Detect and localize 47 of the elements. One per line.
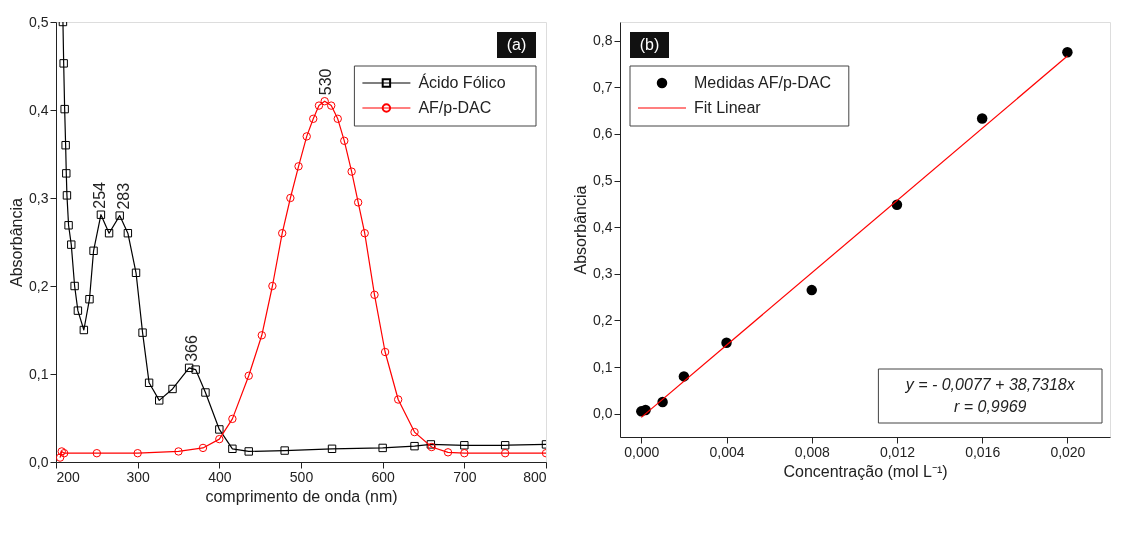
x-tick-label: 0,020 [1050, 443, 1086, 460]
y-tick-label: 0,6 [593, 125, 613, 142]
legend-label: Ácido Fólico [418, 73, 506, 91]
x-tick-label: 0,004 [709, 443, 745, 460]
y-tick-label: 0,3 [593, 265, 613, 282]
annotation: 254 [91, 181, 109, 209]
y-tick-label: 0,7 [593, 78, 613, 95]
annotation: r = 0,9969 [953, 398, 1027, 415]
y-tick-label: 0,1 [593, 358, 613, 375]
x-tick-label: 700 [453, 468, 477, 485]
annotation: (a) [506, 36, 527, 53]
y-tick-label: 0,5 [593, 172, 613, 189]
x-tick-label: 400 [208, 468, 232, 485]
annotation: (b) [639, 36, 660, 53]
point [806, 284, 817, 296]
y-tick-label: 0,0 [593, 405, 613, 422]
annotation: y = - 0,0077 + 38,7318x [904, 376, 1076, 393]
x-tick-label: 300 [126, 468, 151, 485]
y-tick-label: 0,3 [29, 189, 49, 206]
y-axis-title: Absorbância [572, 185, 590, 275]
y-tick-label: 0,8 [593, 32, 613, 49]
y-tick-label: 0,4 [593, 218, 613, 235]
x-tick-label: 0,008 [794, 443, 830, 460]
point [976, 113, 988, 124]
legend-label: Fit Linear [694, 99, 762, 116]
x-tick-label: 800 [523, 468, 547, 485]
x-tick-label: 600 [371, 468, 396, 485]
x-tick-label: 0,012 [879, 443, 916, 460]
annotation: 366 [182, 335, 200, 362]
x-tick-label: 500 [289, 468, 314, 485]
x-tick-label: 0,000 [624, 443, 660, 460]
y-tick-label: 0,1 [29, 365, 49, 382]
x-axis-title: Concentração (mol L⁻¹) [783, 462, 948, 480]
point [1062, 47, 1073, 58]
x-tick-label: 0,016 [965, 443, 1001, 460]
y-tick-label: 0,4 [29, 101, 49, 118]
y-tick-label: 0,5 [29, 13, 49, 30]
legend-label: AF/p-DAC [418, 99, 492, 116]
x-tick-label: 200 [56, 468, 81, 485]
annotation: 283 [114, 182, 132, 210]
legend-label: Medidas AF/p-DAC [694, 74, 831, 91]
annotation: 530 [316, 68, 334, 96]
y-tick-label: 0,0 [29, 453, 49, 470]
y-tick-label: 0,2 [29, 277, 49, 294]
y-tick-label: 0,2 [593, 311, 613, 328]
x-axis-title: comprimento de onda (nm) [205, 487, 398, 505]
y-axis-title: Absorbância [8, 197, 26, 287]
